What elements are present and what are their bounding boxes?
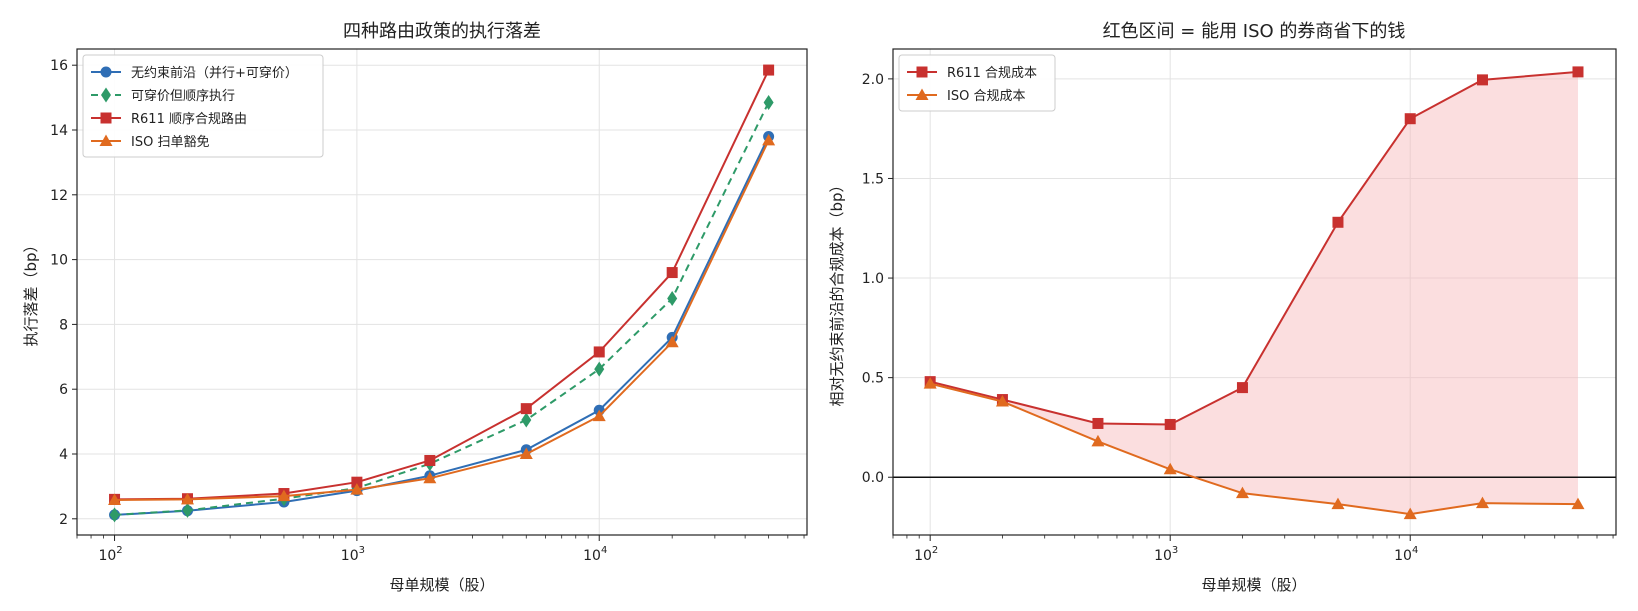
chart-left-data-point bbox=[109, 507, 120, 523]
chart-left-data-point bbox=[592, 409, 606, 422]
chart-right-ytick-label: 0.5 bbox=[862, 371, 884, 387]
chart-left-legend-label: R611 顺序合规路由 bbox=[131, 111, 247, 127]
chart-right-ytick-label: 2.0 bbox=[862, 72, 884, 88]
chart-right-ytick-label: 1.5 bbox=[862, 171, 884, 187]
chart-left-ylabel: 执行落差（bp） bbox=[22, 237, 40, 346]
chart-left-title: 四种路由政策的执行落差 bbox=[343, 21, 541, 42]
chart-right-xtick-label: 102 bbox=[914, 545, 938, 564]
chart-right: 红色区间 = 能用 ISO 的券商省下的钱 0.0 0.5 1.0 1.5 2.0 102… bbox=[828, 21, 1617, 594]
chart-right-data-point bbox=[1236, 382, 1248, 394]
chart-right-legend-marker bbox=[915, 88, 929, 100]
chart-right-data-point bbox=[1475, 496, 1489, 509]
chart-right-savings-area bbox=[930, 71, 1578, 515]
chart-right-data-point bbox=[1571, 497, 1585, 510]
chart-right-legend-marker bbox=[916, 66, 928, 78]
chart-left: 四种路由政策的执行落差 2 4 6 8 10 12 14 16 102 103 104 母单规模（股… bbox=[22, 21, 808, 594]
chart-right-xtick-label: 104 bbox=[1394, 545, 1418, 564]
chart-right-plot-frame bbox=[892, 48, 1617, 536]
chart-right-legend-label: R611 合规成本 bbox=[947, 66, 1037, 81]
chart-right-data-point bbox=[1163, 462, 1177, 475]
chart-right-xlabel: 母单规模（股） bbox=[1201, 576, 1306, 594]
chart-left-data-point bbox=[667, 290, 678, 306]
chart-right-data-point bbox=[1331, 497, 1345, 510]
chart-left-data-point bbox=[762, 133, 776, 146]
chart-left-ytick-label: 12 bbox=[50, 188, 68, 204]
chart-right-data-point bbox=[1092, 417, 1104, 429]
chart-left-legend-label: 可穿价但顺序执行 bbox=[131, 88, 235, 104]
chart-left-data-point bbox=[277, 489, 291, 502]
chart-left-data-point bbox=[108, 493, 122, 506]
chart-right-legend-label: ISO 合规成本 bbox=[947, 89, 1025, 104]
chart-left-plot-frame bbox=[76, 48, 808, 536]
chart-left-data-point bbox=[424, 454, 436, 466]
chart-left-xlabel: 母单规模（股） bbox=[389, 576, 494, 594]
chart-left-data-point bbox=[182, 502, 193, 518]
chart-left-legend-marker bbox=[99, 134, 113, 146]
chart-right-ylabel: 相对无约束前沿的合规成本（bp） bbox=[828, 177, 846, 406]
chart-right-data-point bbox=[1164, 418, 1176, 430]
chart-left-data-point bbox=[665, 335, 679, 348]
chart-left-data-point bbox=[521, 412, 532, 428]
chart-right-ytick-label: 0.0 bbox=[862, 470, 884, 486]
chart-left-legend-marker bbox=[101, 87, 111, 103]
chart-left-legend-label: 无约束前沿（并行+可穿价） bbox=[131, 65, 298, 81]
chart-right-data-point bbox=[1091, 434, 1105, 447]
chart-left-legend-label: ISO 扫单豁免 bbox=[131, 134, 209, 150]
chart-left-data-point bbox=[519, 447, 533, 459]
chart-left-ytick-label: 8 bbox=[59, 317, 68, 333]
chart-right-legend bbox=[898, 54, 1056, 112]
chart-left-data-point bbox=[351, 476, 363, 488]
chart-right-ytick-label: 1.0 bbox=[862, 271, 884, 287]
chart-left-legend bbox=[82, 54, 324, 158]
chart-right-data-point bbox=[995, 395, 1009, 407]
chart-right-title: 红色区间 = 能用 ISO 的券商省下的钱 bbox=[1103, 21, 1406, 42]
chart-left-xtick-label: 103 bbox=[341, 545, 365, 564]
chart-left-ytick-label: 4 bbox=[59, 447, 68, 463]
chart-left-data-point bbox=[593, 346, 605, 358]
chart-left-ytick-label: 6 bbox=[59, 382, 68, 398]
chart-left-data-point bbox=[594, 361, 605, 377]
chart-right-data-point bbox=[923, 377, 937, 389]
chart-right-data-point bbox=[1572, 66, 1584, 78]
chart-left-ytick-label: 2 bbox=[59, 512, 68, 528]
chart-right-data-point bbox=[1403, 507, 1417, 520]
chart-left-series-3 bbox=[108, 133, 776, 506]
chart-left-ytick-label: 14 bbox=[50, 123, 68, 139]
chart-left-data-point bbox=[763, 94, 774, 110]
chart-left-ytick-label: 16 bbox=[50, 58, 68, 74]
chart-left-data-point bbox=[666, 267, 678, 279]
chart-left-ytick-label: 10 bbox=[50, 253, 68, 269]
chart-right-data-point bbox=[1404, 113, 1416, 125]
chart-right-xtick-label: 103 bbox=[1154, 545, 1178, 564]
chart-left-xtick-label: 104 bbox=[583, 545, 607, 564]
chart-right-data-point bbox=[1476, 74, 1488, 86]
chart-right-data-point bbox=[1332, 216, 1344, 228]
chart-left-data-point bbox=[423, 471, 437, 484]
chart-left-data-point bbox=[180, 492, 194, 505]
chart-left-legend-marker bbox=[100, 66, 112, 78]
chart-left-data-point bbox=[350, 483, 364, 495]
chart-left-data-point bbox=[520, 403, 532, 415]
chart-left-data-point bbox=[763, 64, 775, 76]
chart-right-data-point bbox=[1235, 486, 1249, 499]
chart-left-legend-marker bbox=[100, 112, 112, 124]
chart-right-series-1 bbox=[923, 377, 1585, 520]
chart-left-xtick-label: 102 bbox=[98, 545, 122, 564]
